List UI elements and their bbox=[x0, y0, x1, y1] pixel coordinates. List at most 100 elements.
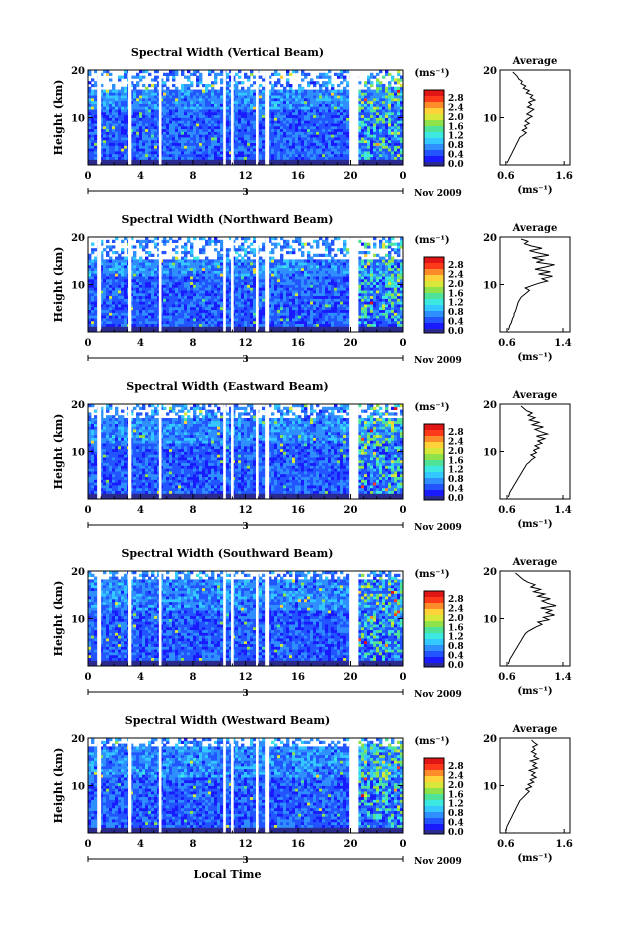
heatmap-cell bbox=[169, 92, 173, 96]
heatmap-cell bbox=[202, 153, 206, 158]
heatmap-cell bbox=[226, 323, 230, 327]
heatmap-cell bbox=[145, 128, 149, 132]
heatmap-cell bbox=[124, 106, 128, 110]
heatmap-cell bbox=[193, 320, 197, 325]
heatmap-cell bbox=[253, 253, 257, 257]
heatmap-cell bbox=[376, 159, 380, 163]
heatmap-cell bbox=[370, 117, 374, 121]
heatmap-cell bbox=[187, 162, 191, 166]
heatmap-cell bbox=[121, 120, 125, 124]
heatmap-cell bbox=[307, 89, 311, 93]
heatmap-cell bbox=[163, 239, 167, 243]
heatmap-cell bbox=[100, 323, 104, 327]
heatmap-cell bbox=[199, 323, 203, 327]
heatmap-cell bbox=[172, 329, 176, 333]
heatmap-cell bbox=[262, 120, 266, 124]
heatmap-cell bbox=[130, 95, 134, 99]
heatmap-cell bbox=[310, 156, 314, 160]
heatmap-cell bbox=[130, 276, 134, 280]
heatmap-cell bbox=[124, 290, 128, 294]
heatmap-cell bbox=[169, 114, 173, 118]
heatmap-cell bbox=[166, 137, 170, 141]
heatmap-cell bbox=[316, 142, 320, 146]
heatmap-cell bbox=[340, 162, 344, 166]
heatmap-cell bbox=[346, 83, 350, 88]
heatmap-cell bbox=[262, 128, 266, 132]
heatmap-cell bbox=[190, 142, 194, 146]
heatmap-cell bbox=[163, 139, 167, 144]
heatmap-cell bbox=[238, 278, 242, 283]
heatmap-cell bbox=[187, 276, 191, 280]
heatmap-cell bbox=[253, 95, 257, 99]
heatmap-cell bbox=[118, 276, 122, 280]
heatmap-cell bbox=[124, 103, 128, 107]
heatmap-cell bbox=[340, 148, 344, 152]
heatmap-cell bbox=[154, 304, 158, 308]
heatmap-cell bbox=[139, 75, 143, 79]
heatmap-cell bbox=[154, 312, 158, 316]
heatmap-cell bbox=[151, 312, 155, 316]
heatmap-cell bbox=[229, 315, 233, 319]
heatmap-cell bbox=[280, 159, 284, 163]
heatmap-cell bbox=[109, 281, 113, 285]
heatmap-cell bbox=[124, 301, 128, 305]
heatmap-cell bbox=[199, 270, 203, 274]
heatmap-cell bbox=[262, 276, 266, 280]
heatmap-cell bbox=[145, 315, 149, 319]
heatmap-cell bbox=[292, 123, 296, 127]
heatmap-cell bbox=[262, 145, 266, 149]
heatmap-cell bbox=[139, 292, 143, 297]
heatmap-cell bbox=[385, 106, 389, 110]
heatmap-cell bbox=[217, 123, 221, 127]
heatmap-cell bbox=[337, 117, 341, 121]
heatmap-cell bbox=[226, 145, 230, 149]
heatmap-cell bbox=[187, 278, 191, 283]
heatmap-cell bbox=[211, 148, 215, 152]
heatmap-cell bbox=[190, 148, 194, 152]
heatmap-cell bbox=[247, 295, 251, 299]
heatmap-cell bbox=[220, 111, 224, 116]
heatmap-cell bbox=[283, 114, 287, 118]
heatmap-cell bbox=[193, 148, 197, 152]
heatmap-cell bbox=[88, 86, 92, 90]
heatmap-cell bbox=[169, 156, 173, 160]
heatmap-cell bbox=[139, 304, 143, 308]
heatmap-cell bbox=[151, 326, 155, 330]
heatmap-cell bbox=[196, 75, 200, 79]
heatmap-cell bbox=[175, 125, 179, 130]
heatmap-cell bbox=[394, 125, 398, 130]
heatmap-cell bbox=[334, 148, 338, 152]
heatmap-cell bbox=[100, 151, 104, 155]
heatmap-cell bbox=[283, 92, 287, 96]
heatmap-cell bbox=[121, 290, 125, 294]
heatmap-cell bbox=[232, 137, 236, 141]
heatmap-cell bbox=[199, 134, 203, 138]
colorbar-swatch bbox=[424, 90, 444, 97]
heatmap-cell bbox=[319, 72, 323, 76]
heatmap-cell bbox=[211, 315, 215, 319]
heatmap-cell bbox=[202, 148, 206, 152]
heatmap-cell bbox=[298, 151, 302, 155]
heatmap-cell bbox=[172, 111, 176, 116]
heatmap-cell bbox=[175, 281, 179, 285]
heatmap-cell bbox=[196, 329, 200, 333]
heatmap-cell bbox=[235, 81, 239, 85]
heatmap-cell bbox=[187, 284, 191, 288]
heatmap-cell bbox=[196, 125, 200, 130]
heatmap-cell bbox=[109, 306, 113, 311]
heatmap-cell bbox=[391, 92, 395, 96]
heatmap-cell bbox=[241, 326, 245, 330]
heatmap-cell bbox=[145, 153, 149, 158]
heatmap-cell bbox=[379, 81, 383, 85]
heatmap-cell bbox=[313, 151, 317, 155]
heatmap-cell bbox=[322, 117, 326, 121]
heatmap-cell bbox=[154, 83, 158, 88]
heatmap-cell bbox=[259, 329, 263, 333]
heatmap-cell bbox=[91, 248, 95, 252]
heatmap-cell bbox=[190, 245, 194, 249]
heatmap-cell bbox=[142, 329, 146, 333]
heatmap-cell bbox=[193, 262, 197, 266]
heatmap-cell bbox=[250, 137, 254, 141]
colorbar-frame bbox=[423, 89, 445, 167]
heatmap-cell bbox=[142, 318, 146, 322]
